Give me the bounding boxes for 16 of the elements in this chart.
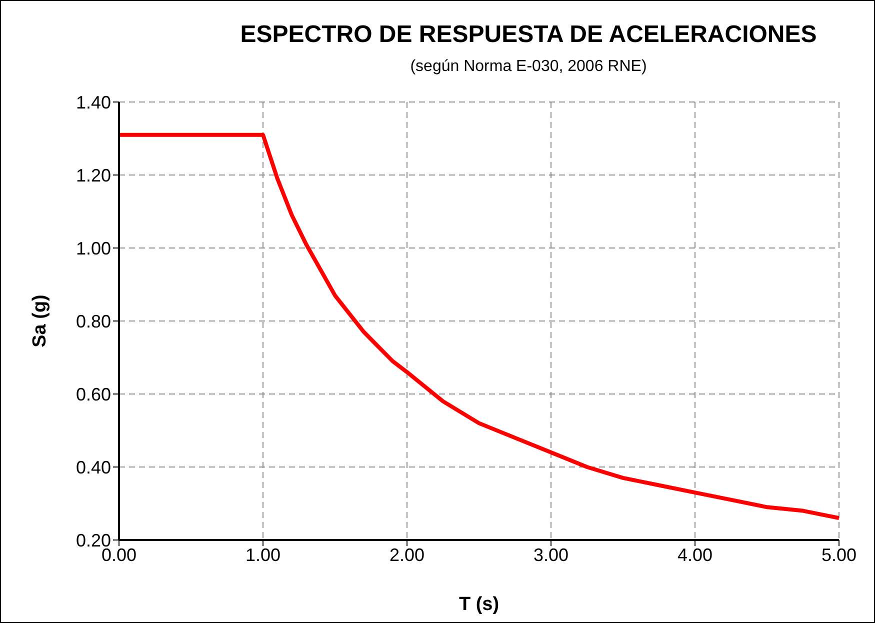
x-axis-title: T (s) [458,594,500,615]
chart-subtitle: (según Norma E-030, 2006 RNE) [409,58,648,76]
y-tick-label: 0.60 [76,384,111,404]
x-tick-label: 4.00 [677,544,713,565]
y-tick-label: 1.40 [76,92,111,112]
chart-title: ESPECTRO DE RESPUESTA DE ACELERACIONES [239,21,818,49]
y-axis-title: Sa (g) [30,294,51,348]
x-tick-label: 3.00 [533,544,569,565]
x-tick-label: 5.00 [821,544,857,565]
x-tick-label: 1.00 [245,544,281,565]
y-tick-label: 0.80 [76,311,111,332]
y-tick-label: 1.20 [76,165,111,186]
y-tick-label: 1.00 [76,238,111,258]
y-tick-label: 0.40 [76,457,111,478]
line-series [119,132,839,520]
x-tick-label: 2.00 [389,544,425,565]
